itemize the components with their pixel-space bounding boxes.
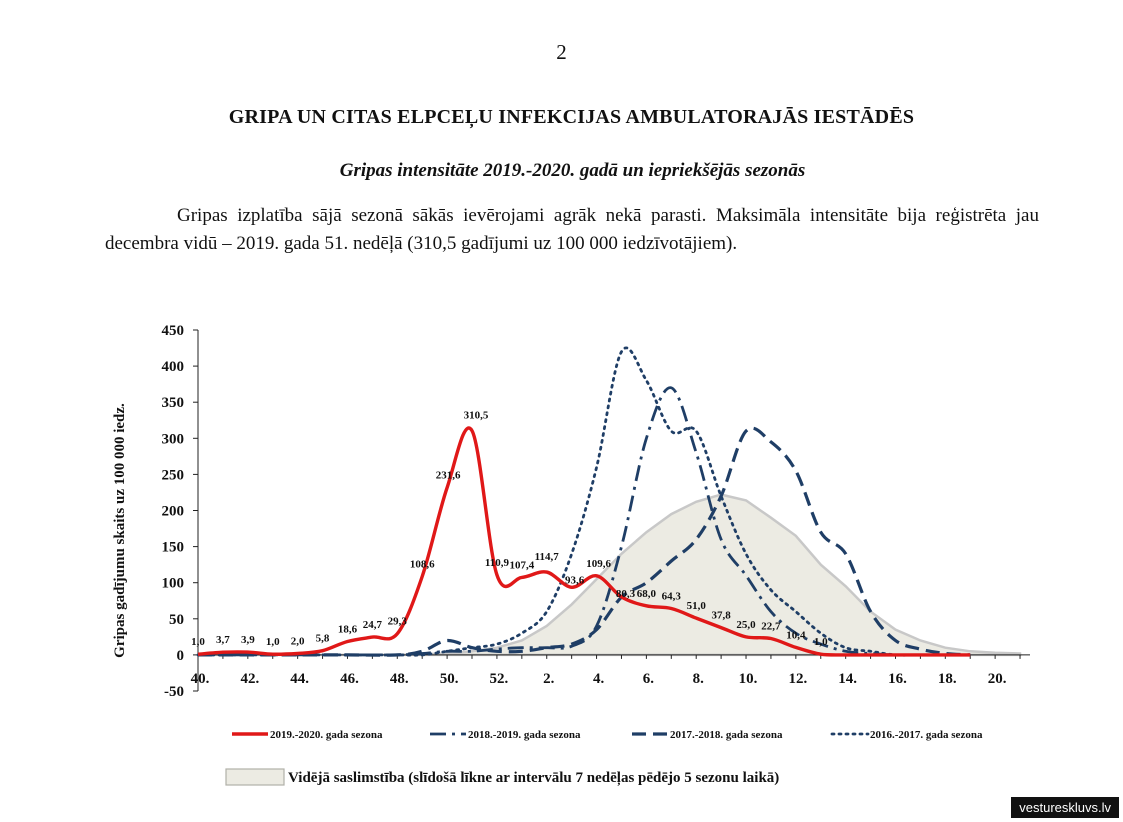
data-label: 231,6 [436, 470, 461, 482]
series-line-2016-2017 [196, 346, 972, 657]
x-tick-label: 40. [191, 671, 210, 687]
data-label: 3,9 [241, 634, 255, 646]
x-tick-label: 8. [693, 671, 705, 687]
y-tick-label: 200 [162, 504, 185, 520]
data-label: 107,4 [509, 559, 534, 571]
x-tick-label: 50. [440, 671, 459, 687]
data-label: 68,0 [637, 588, 657, 600]
x-tick-label: 44. [290, 671, 309, 687]
y-axis-label: Gripas gadījumu skaits uz 100 000 iedz. [112, 403, 128, 658]
y-tick-label: 50 [169, 612, 184, 628]
x-tick-label: 12. [788, 671, 807, 687]
legend-label: 2016.-2017. gada sezona [870, 729, 983, 741]
body-paragraph: Gripas izplatība sājā sezonā sākās ievēr… [105, 202, 1039, 258]
data-label: 5,8 [316, 633, 330, 645]
data-label: 37,8 [711, 610, 731, 622]
data-label: 2,0 [291, 635, 305, 647]
x-tick-label: 2. [543, 671, 555, 687]
y-tick-label: 350 [162, 395, 185, 411]
data-label: 1,0 [814, 636, 828, 648]
y-tick-label: 0 [177, 648, 185, 664]
series-line-2017-2018 [198, 426, 971, 657]
x-tick-label: 16. [888, 671, 907, 687]
average-area [198, 493, 1022, 657]
page-number: 2 [556, 40, 567, 64]
data-label: 1,0 [266, 636, 280, 648]
x-tick-label: 14. [838, 671, 857, 687]
data-label: 10,4 [786, 629, 806, 641]
y-tick-label: 300 [162, 431, 185, 447]
x-tick-label: 52. [490, 671, 509, 687]
x-tick-label: 42. [240, 671, 259, 687]
section-title: GRIPA UN CITAS ELPCEĻU INFEKCIJAS AMBULA… [228, 106, 915, 128]
influenza-chart: 450 400 350 300 250 200 150 100 50 0 -50 40. 42. 44. 4… [112, 323, 1030, 786]
y-tick-label: 150 [162, 540, 185, 556]
y-tick-label: 250 [162, 467, 185, 483]
data-label: 18,6 [338, 623, 358, 635]
x-tick-label: 46. [340, 671, 359, 687]
x-tick-label: 48. [390, 671, 409, 687]
data-label: 310,5 [464, 410, 489, 422]
series-line-2019-2020 [197, 426, 971, 657]
data-label: 51,0 [687, 600, 707, 612]
chart-subtitle: Gripas intensitāte 2019.-2020. gadā un i… [339, 160, 806, 181]
x-tick-label: 4. [593, 671, 605, 687]
x-tick-label: 18. [938, 671, 957, 687]
data-label: 64,3 [662, 590, 682, 602]
y-tick-label: -50 [164, 684, 184, 700]
data-label: 109,6 [586, 558, 611, 570]
data-label: 25,0 [736, 619, 756, 631]
legend-label: 2017.-2018. gada sezona [670, 729, 783, 741]
y-tick-label: 400 [162, 359, 185, 375]
data-label: 22,7 [761, 621, 781, 633]
data-label: 110,9 [485, 557, 510, 569]
data-label: 24,7 [363, 619, 383, 631]
x-tick-label: 10. [739, 671, 758, 687]
x-tick-label: 6. [643, 671, 655, 687]
data-label: 80,3 [616, 588, 636, 600]
y-tick-label: 450 [162, 323, 185, 339]
legend-label: 2019.-2020. gada sezona [270, 729, 383, 741]
data-label: 1,0 [191, 636, 205, 648]
paragraph-text: Gripas izplatība sājā sezonā sākās ievēr… [105, 205, 1039, 254]
legend-label-average: Vidējā saslimstība (slīdošā līkne ar int… [288, 770, 779, 786]
x-tick-label: 20. [988, 671, 1007, 687]
legend-label: 2018.-2019. gada sezona [468, 729, 581, 741]
data-label: 29,3 [388, 616, 408, 628]
legend-swatch-average [225, 768, 285, 786]
watermark: vestureskluvs.lv [1011, 797, 1119, 818]
data-label: 3,7 [216, 634, 230, 646]
data-label: 108,6 [410, 558, 435, 570]
data-label: 114,7 [535, 551, 560, 563]
data-label: 93,6 [565, 574, 585, 586]
y-tick-label: 100 [162, 576, 185, 592]
